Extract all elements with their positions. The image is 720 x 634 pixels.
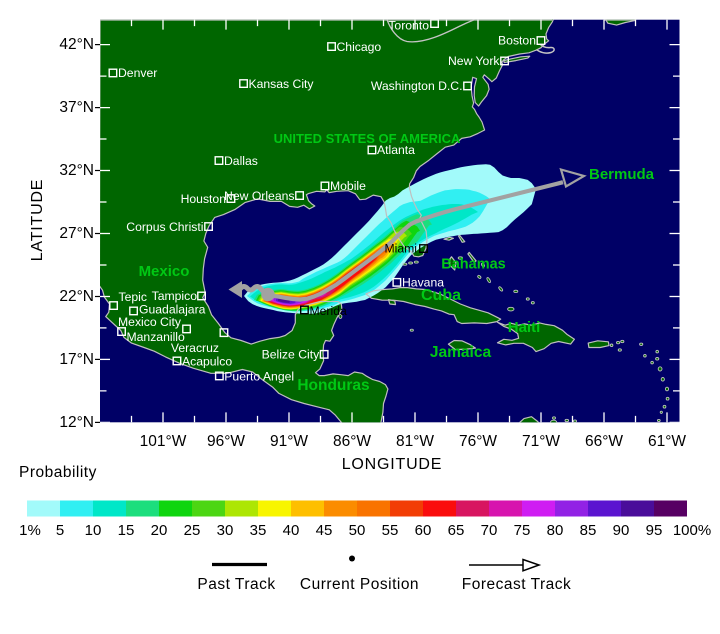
svg-text:90: 90 [613, 522, 630, 539]
svg-text:81°W: 81°W [396, 433, 434, 450]
svg-text:50: 50 [349, 522, 366, 539]
svg-text:LATITUDE: LATITUDE [29, 179, 46, 262]
svg-text:Puerto Angel: Puerto Angel [224, 370, 294, 384]
svg-text:17°N: 17°N [59, 351, 94, 368]
svg-text:75: 75 [514, 522, 531, 539]
svg-text:Toronto: Toronto [388, 19, 429, 33]
svg-text:100%: 100% [673, 522, 711, 539]
svg-text:60: 60 [415, 522, 432, 539]
svg-text:Denver: Denver [118, 66, 157, 80]
svg-text:Chicago: Chicago [337, 40, 382, 54]
svg-text:85: 85 [580, 522, 597, 539]
svg-text:Miami: Miami [385, 242, 418, 256]
svg-text:40: 40 [283, 522, 300, 539]
svg-text:Veracruz: Veracruz [171, 341, 219, 355]
svg-text:Current Position: Current Position [300, 576, 419, 593]
svg-text:71°W: 71°W [522, 433, 560, 450]
svg-text:Bermuda: Bermuda [589, 166, 655, 183]
svg-text:95: 95 [646, 522, 663, 539]
svg-text:Boston: Boston [498, 34, 536, 48]
svg-text:Acapulco: Acapulco [182, 355, 232, 369]
svg-text:66°W: 66°W [585, 433, 623, 450]
svg-text:76°W: 76°W [459, 433, 497, 450]
svg-text:Honduras: Honduras [297, 377, 369, 394]
svg-text:Mobile: Mobile [330, 179, 366, 193]
svg-text:37°N: 37°N [59, 99, 94, 116]
svg-text:91°W: 91°W [270, 433, 308, 450]
svg-text:15: 15 [118, 522, 135, 539]
svg-text:35: 35 [250, 522, 267, 539]
svg-text:LONGITUDE: LONGITUDE [342, 456, 443, 473]
svg-text:25: 25 [184, 522, 201, 539]
svg-text:New Orleans: New Orleans [224, 189, 294, 203]
svg-text:96°W: 96°W [207, 433, 245, 450]
svg-text:22°N: 22°N [59, 288, 94, 305]
svg-text:Cuba: Cuba [421, 287, 461, 304]
svg-text:Kansas City: Kansas City [249, 77, 315, 91]
svg-text:61°W: 61°W [648, 433, 686, 450]
svg-text:Jamaica: Jamaica [430, 344, 492, 361]
svg-text:Guadalajara: Guadalajara [139, 303, 206, 317]
svg-text:27°N: 27°N [59, 225, 94, 242]
svg-text:Past Track: Past Track [197, 576, 275, 593]
svg-text:20: 20 [151, 522, 168, 539]
svg-text:UNITED STATES OF AMERICA: UNITED STATES OF AMERICA [274, 131, 461, 146]
svg-text:42°N: 42°N [59, 36, 94, 53]
svg-text:Corpus Christi: Corpus Christi [126, 220, 203, 234]
svg-text:Bahamas: Bahamas [441, 257, 505, 273]
svg-text:Tampico: Tampico [152, 289, 198, 303]
svg-text:New York: New York [448, 54, 500, 68]
svg-text:65: 65 [448, 522, 465, 539]
svg-text:Havana: Havana [402, 276, 444, 290]
svg-text:32°N: 32°N [59, 162, 94, 179]
svg-text:Mexico: Mexico [139, 263, 190, 280]
svg-text:30: 30 [217, 522, 234, 539]
svg-text:55: 55 [382, 522, 399, 539]
svg-text:10: 10 [85, 522, 102, 539]
svg-text:86°W: 86°W [333, 433, 371, 450]
svg-text:Belize City: Belize City [262, 348, 320, 362]
svg-text:Merida: Merida [310, 304, 347, 318]
svg-text:80: 80 [547, 522, 564, 539]
svg-text:Mexico City: Mexico City [118, 315, 182, 329]
svg-text:Dallas: Dallas [224, 154, 258, 168]
svg-text:Forecast Track: Forecast Track [462, 576, 572, 593]
svg-text:12°N: 12°N [59, 414, 94, 431]
svg-text:101°W: 101°W [140, 433, 187, 450]
svg-text:Houston: Houston [181, 192, 226, 206]
svg-text:Atlanta: Atlanta [377, 143, 415, 157]
svg-text:70: 70 [481, 522, 498, 539]
svg-text:Haiti: Haiti [508, 319, 541, 336]
svg-text:Tepic: Tepic [119, 290, 147, 304]
svg-text:45: 45 [316, 522, 333, 539]
svg-text:5: 5 [56, 522, 64, 539]
svg-text:Probability: Probability [19, 464, 97, 481]
svg-text:Manzanillo: Manzanillo [127, 330, 185, 344]
svg-text:1%: 1% [19, 522, 41, 539]
svg-text:Washington D.C.: Washington D.C. [371, 79, 463, 93]
